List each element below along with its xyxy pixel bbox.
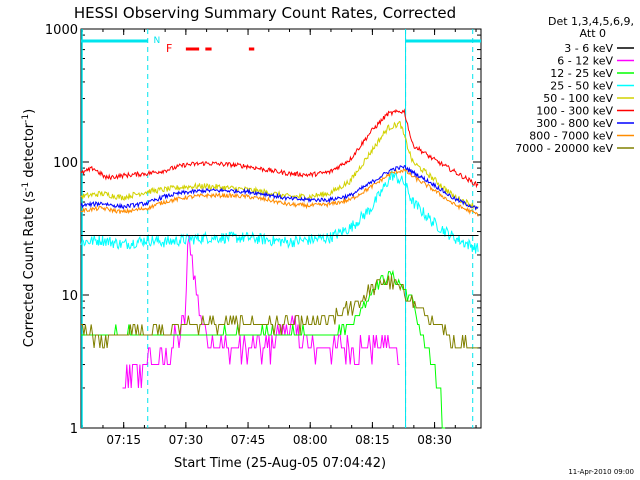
plot-area: 07:15 07:30 07:45 08:00 08:15 08:30 1 10 100 100… — [45, 23, 482, 447]
y-axis-label-sup-2: -1 — [21, 114, 31, 123]
flare-label: F — [166, 42, 172, 55]
legend-label-4: 50 - 100 keV — [543, 92, 613, 105]
footer-date: 11-Apr-2010 09:00 — [568, 468, 634, 476]
y-axis-label-sup-1: -1 — [21, 182, 31, 191]
series-6-line — [80, 164, 479, 211]
x-tick-label-3: 08:00 — [293, 433, 328, 447]
y-axis-label: Corrected Count Rate (s-1 detector-1) — [21, 109, 37, 347]
y-tick-label-0: 1 — [70, 422, 78, 437]
x-tick-labels: 07:15 07:30 07:45 08:00 08:15 08:30 — [106, 433, 451, 447]
x-axis-label: Start Time (25-Aug-05 07:04:42) — [174, 456, 386, 471]
legend-label-0: 3 - 6 keV — [564, 42, 613, 55]
series-5-line — [80, 108, 479, 189]
night-label: N — [154, 36, 161, 46]
legend-label-2: 12 - 25 keV — [550, 67, 613, 80]
y-tick-label-2: 100 — [53, 156, 78, 171]
plot-frame — [80, 28, 482, 429]
y-axis-label-mid: detector — [22, 122, 37, 182]
y-tick-label-3: 1000 — [45, 23, 78, 38]
legend-label-1: 6 - 12 keV — [557, 55, 613, 68]
legend-label-5: 100 - 300 keV — [536, 105, 613, 118]
series-7-line — [80, 168, 479, 217]
series-4-line — [80, 120, 479, 211]
y-axis-label-main: Corrected Count Rate (s — [22, 191, 37, 348]
x-tick-label-0: 07:15 — [106, 433, 141, 447]
y-tick-labels: 1 10 100 1000 — [45, 23, 78, 437]
series-2-line — [81, 269, 446, 429]
legend-title-line-2: Att 0 — [580, 27, 606, 40]
x-tick-label-2: 07:45 — [231, 433, 266, 447]
x-tick-label-1: 07:30 — [169, 433, 204, 447]
series-8-line — [81, 275, 479, 349]
y-axis-label-end: ) — [22, 109, 37, 114]
y-tick-label-1: 10 — [61, 289, 78, 304]
legend-label-8: 7000 - 20000 keV — [515, 142, 613, 155]
series-1-line — [122, 235, 400, 389]
x-tick-label-4: 08:15 — [355, 433, 390, 447]
x-tick-label-5: 08:30 — [417, 433, 452, 447]
axis-ticks — [81, 29, 481, 429]
legend-label-6: 300 - 800 keV — [536, 117, 613, 130]
chart-title: HESSI Observing Summary Count Rates, Cor… — [74, 4, 456, 22]
legend-label-7: 800 - 7000 keV — [529, 130, 613, 143]
series-layer — [80, 108, 479, 429]
series-3-line — [80, 170, 479, 254]
legend-title-line-1: Det 1,3,4,5,6,9, — [548, 15, 634, 28]
annotations: NF — [81, 29, 481, 428]
legend-label-3: 25 - 50 keV — [550, 80, 613, 93]
